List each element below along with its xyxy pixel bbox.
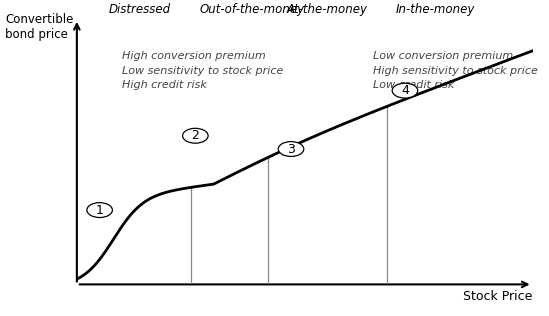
Text: Stock Price: Stock Price [463, 290, 533, 303]
Ellipse shape [278, 142, 304, 156]
Text: 3: 3 [287, 143, 295, 155]
Text: Convertible
bond price: Convertible bond price [5, 13, 74, 41]
Text: Low conversion premium
High sensitivity to stock price
Low credit risk: Low conversion premium High sensitivity … [373, 51, 538, 90]
Text: At-the-money: At-the-money [287, 3, 367, 16]
Ellipse shape [392, 83, 418, 98]
Text: In-the-money: In-the-money [396, 3, 475, 16]
Text: 4: 4 [401, 84, 409, 97]
Text: Out-of-the-money: Out-of-the-money [200, 3, 305, 16]
Text: 2: 2 [192, 129, 199, 142]
Ellipse shape [183, 128, 208, 143]
Text: High conversion premium
Low sensitivity to stock price
High credit risk: High conversion premium Low sensitivity … [122, 51, 284, 90]
Ellipse shape [87, 203, 113, 217]
Text: Distressed: Distressed [109, 3, 171, 16]
Text: 1: 1 [96, 204, 104, 216]
